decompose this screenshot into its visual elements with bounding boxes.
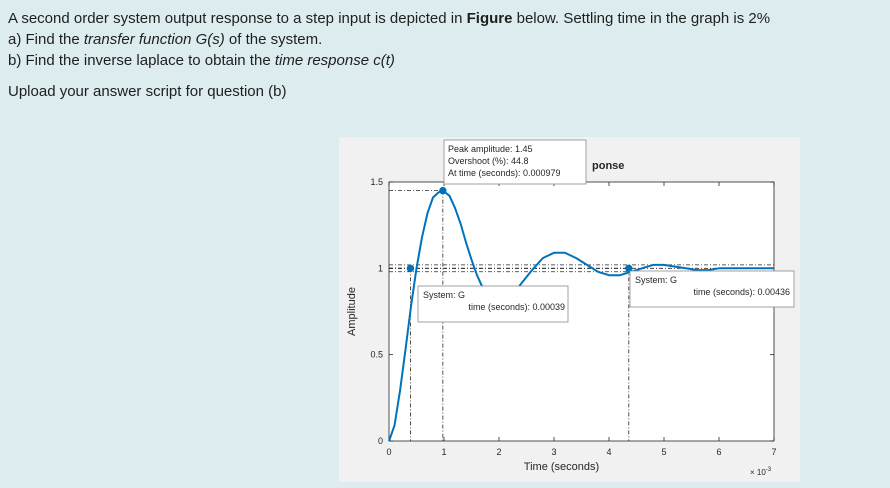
x-axis-label: Time (seconds) xyxy=(524,461,599,473)
y-tick-label: 0 xyxy=(378,436,383,446)
x-tick-label: 2 xyxy=(496,447,501,457)
datatip-settling-time-text: time (seconds): 0.00436 xyxy=(693,287,790,297)
data-marker xyxy=(625,264,633,273)
x-tick-label: 1 xyxy=(441,447,446,457)
x-tick-label: 5 xyxy=(661,447,666,457)
data-marker xyxy=(439,186,447,195)
intro-text-end: below. Settling time in the graph is 2% xyxy=(512,10,771,27)
part-a-text-end: of the system. xyxy=(224,31,323,48)
x-tick-label: 7 xyxy=(771,447,776,457)
upload-instruction: Upload your answer script for question (… xyxy=(8,83,287,100)
intro-text: A second order system output response to… xyxy=(8,10,467,27)
datatip-peak-text: Peak amplitude: 1.45 xyxy=(448,144,533,154)
part-a-emphasis: transfer function G(s) xyxy=(83,31,225,48)
y-tick-label: 1 xyxy=(378,263,383,273)
y-axis-label: Amplitude xyxy=(346,287,358,336)
datatip-rise-time-text: time (seconds): 0.00039 xyxy=(468,302,565,312)
x-tick-label: 4 xyxy=(606,447,611,457)
question-part-a: a) Find the transfer function G(s) of th… xyxy=(8,29,883,50)
part-b-text: b) Find the inverse laplace to obtain th… xyxy=(8,52,275,69)
datatip-rise-time-text: System: G xyxy=(423,290,465,300)
x-tick-label: 0 xyxy=(386,447,391,457)
x-tick-label: 3 xyxy=(551,447,556,457)
question-text: A second order system output response to… xyxy=(8,8,883,102)
chart-title: ponse xyxy=(592,160,624,172)
data-marker xyxy=(406,264,415,273)
datatip-rise-time xyxy=(417,285,569,323)
datatip-settling-time xyxy=(629,270,795,308)
question-part-b: b) Find the inverse laplace to obtain th… xyxy=(8,50,883,71)
datatip-settling-time-text: System: G xyxy=(635,275,677,285)
x-tick-label: 6 xyxy=(716,447,721,457)
y-tick-label: 1.5 xyxy=(370,177,383,187)
datatip-peak-text: Overshoot (%): 44.8 xyxy=(448,156,529,166)
datatip-peak-text: At time (seconds): 0.000979 xyxy=(448,168,561,178)
step-response-chart: 0 1 2 3 4 5 6 7 0 0.5 1 1.5 Time (seconds) Amplitude ×… xyxy=(346,139,795,477)
part-a-text: a) Find the xyxy=(8,31,84,48)
datatip-peak xyxy=(443,139,587,185)
figure-word: Figure xyxy=(466,10,513,27)
question-intro: A second order system output response to… xyxy=(8,8,883,29)
step-response-figure: 0 1 2 3 4 5 6 7 0 0.5 1 1.5 Time (seconds) Amplitude ×… xyxy=(339,137,800,482)
response-curve-G xyxy=(388,189,774,442)
part-b-emphasis: time response c(t) xyxy=(274,52,395,69)
y-tick-label: 0.5 xyxy=(370,350,383,360)
x-multiplier-label: × 10-3 xyxy=(750,467,772,477)
